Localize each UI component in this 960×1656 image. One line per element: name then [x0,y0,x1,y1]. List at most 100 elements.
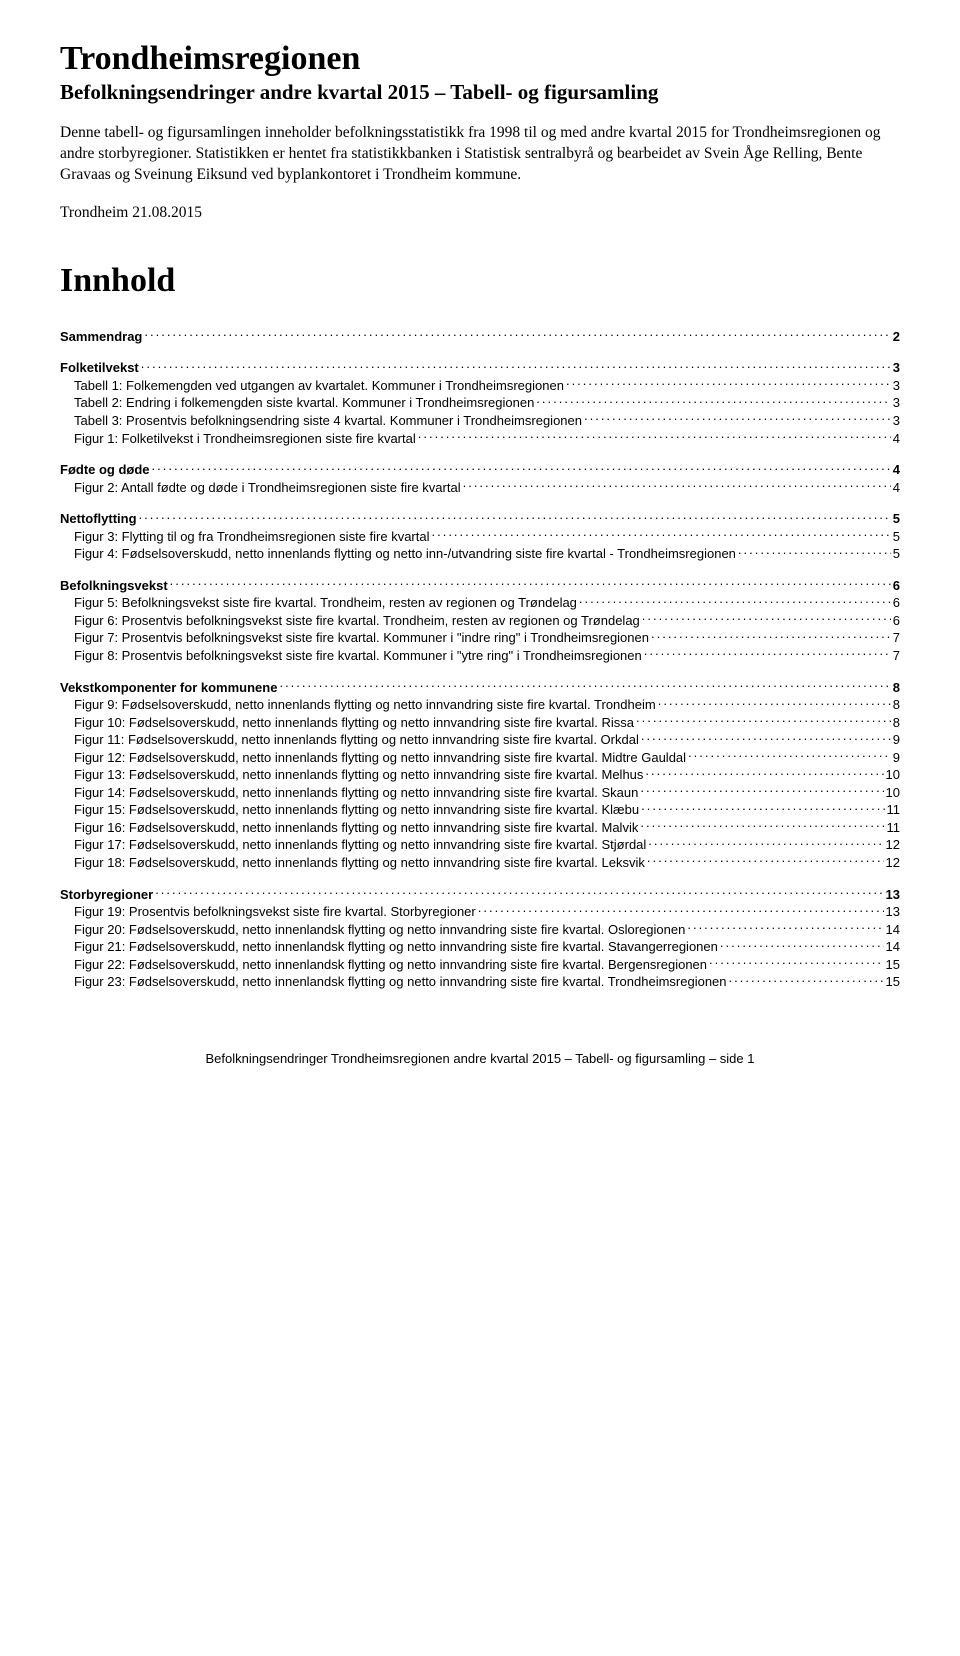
toc-item-page: 4 [893,479,900,497]
toc-leader-dots [738,545,891,558]
toc-item-label: Figur 10: Fødselsoverskudd, netto innenl… [74,714,634,732]
toc-item-label: Tabell 2: Endring i folkemengden siste k… [74,394,534,412]
toc-heading-page: 5 [893,510,900,528]
toc-leader-dots [640,784,883,797]
toc-heading-page: 6 [893,577,900,595]
toc-item-page: 3 [893,377,900,395]
toc-leader-dots [709,956,884,969]
toc-heading-page: 3 [893,359,900,377]
toc-item-row: Figur 9: Fødselsoverskudd, netto innenla… [60,696,900,714]
toc-item-label: Figur 20: Fødselsoverskudd, netto innenl… [74,921,685,939]
toc-item-row: Figur 8: Prosentvis befolkningsvekst sis… [60,647,900,665]
toc-item-page: 12 [886,836,900,854]
toc-section: Sammendrag 2 [60,328,900,346]
toc-item-label: Tabell 1: Folkemengden ved utgangen av k… [74,377,564,395]
toc-leader-dots [648,836,883,849]
toc-item-row: Figur 12: Fødselsoverskudd, netto innenl… [60,749,900,767]
toc-item-row: Tabell 2: Endring i folkemengden siste k… [60,394,900,412]
toc-item-label: Figur 22: Fødselsoverskudd, netto innenl… [74,956,707,974]
toc-item-row: Figur 6: Prosentvis befolkningsvekst sis… [60,612,900,630]
toc-item-page: 12 [886,854,900,872]
toc-item-label: Figur 13: Fødselsoverskudd, netto innenl… [74,766,643,784]
toc-leader-dots [647,854,884,867]
toc-item-page: 6 [893,594,900,612]
toc-item-page: 8 [893,696,900,714]
toc-item-label: Figur 23: Fødselsoverskudd, netto innenl… [74,973,727,991]
toc-leader-dots [640,819,884,832]
toc-item-row: Figur 13: Fødselsoverskudd, netto innenl… [60,766,900,784]
toc-item-label: Figur 16: Fødselsoverskudd, netto innenl… [74,819,638,837]
toc-item-row: Figur 15: Fødselsoverskudd, netto innenl… [60,801,900,819]
toc-item-label: Figur 5: Befolkningsvekst siste fire kva… [74,594,577,612]
toc-item-row: Figur 14: Fødselsoverskudd, netto innenl… [60,784,900,802]
toc-item-row: Figur 4: Fødselsoverskudd, netto innenla… [60,545,900,563]
toc-heading-label: Storbyregioner [60,886,153,904]
toc-item-page: 8 [893,714,900,732]
toc-item-label: Figur 1: Folketilvekst i Trondheimsregio… [74,430,416,448]
toc-leader-dots [658,696,891,709]
toc-leader-dots [729,973,884,986]
toc-leader-dots [566,377,891,390]
toc-item-row: Figur 19: Prosentvis befolkningsvekst si… [60,903,900,921]
toc-section: Vekstkomponenter for kommunene 8Figur 9:… [60,679,900,872]
dateline: Trondheim 21.08.2015 [60,204,900,222]
toc-section: Storbyregioner 13Figur 19: Prosentvis be… [60,886,900,991]
toc-heading-page: 2 [893,328,900,346]
toc-item-row: Figur 23: Fødselsoverskudd, netto innenl… [60,973,900,991]
toc-item-label: Figur 21: Fødselsoverskudd, netto innenl… [74,938,718,956]
toc-heading-label: Vekstkomponenter for kommunene [60,679,277,697]
toc-item-label: Figur 4: Fødselsoverskudd, netto innenla… [74,545,736,563]
toc-leader-dots [279,679,890,692]
toc-item-page: 7 [893,629,900,647]
toc-item-row: Tabell 1: Folkemengden ved utgangen av k… [60,377,900,395]
page-subtitle: Befolkningsendringer andre kvartal 2015 … [60,80,900,105]
toc-leader-dots [641,731,891,744]
toc-leader-dots [644,647,891,660]
toc-item-label: Figur 7: Prosentvis befolkningsvekst sis… [74,629,649,647]
toc-item-page: 11 [887,819,901,837]
toc-item-row: Figur 22: Fødselsoverskudd, netto innenl… [60,956,900,974]
toc-item-label: Tabell 3: Prosentvis befolkningsendring … [74,412,582,430]
toc-item-page: 15 [886,973,900,991]
toc-heading-label: Folketilvekst [60,359,139,377]
toc-item-row: Figur 5: Befolkningsvekst siste fire kva… [60,594,900,612]
toc-item-page: 4 [893,430,900,448]
toc-leader-dots [651,629,891,642]
toc-leader-dots [139,510,891,523]
toc-leader-dots [642,612,891,625]
toc-item-page: 5 [893,545,900,563]
toc-heading-row: Folketilvekst 3 [60,359,900,377]
toc-leader-dots [641,801,884,814]
toc-heading-page: 4 [893,461,900,479]
toc-item-page: 10 [886,766,900,784]
toc-item-page: 15 [886,956,900,974]
toc-header: Innhold [60,262,900,300]
toc-leader-dots [478,903,884,916]
toc-item-label: Figur 18: Fødselsoverskudd, netto innenl… [74,854,645,872]
toc-leader-dots [688,749,891,762]
toc-leader-dots [536,394,890,407]
toc-item-page: 9 [893,749,900,767]
toc-item-page: 7 [893,647,900,665]
toc-heading-row: Vekstkomponenter for kommunene 8 [60,679,900,697]
toc-item-row: Figur 21: Fødselsoverskudd, netto innenl… [60,938,900,956]
table-of-contents: Sammendrag 2Folketilvekst 3Tabell 1: Fol… [60,328,900,991]
toc-heading-label: Befolkningsvekst [60,577,168,595]
toc-item-label: Figur 14: Fødselsoverskudd, netto innenl… [74,784,638,802]
toc-leader-dots [152,461,891,474]
toc-item-row: Figur 1: Folketilvekst i Trondheimsregio… [60,430,900,448]
toc-section: Befolkningsvekst 6Figur 5: Befolkningsve… [60,577,900,665]
toc-item-row: Figur 3: Flytting til og fra Trondheimsr… [60,528,900,546]
toc-heading-row: Befolkningsvekst 6 [60,577,900,595]
page-title: Trondheimsregionen [60,40,900,78]
toc-leader-dots [155,886,883,899]
page-footer: Befolkningsendringer Trondheimsregionen … [60,1051,900,1066]
toc-section: Fødte og døde 4Figur 2: Antall fødte og … [60,461,900,496]
toc-heading-label: Nettoflytting [60,510,137,528]
toc-item-page: 3 [893,394,900,412]
toc-leader-dots [170,577,891,590]
toc-item-label: Figur 8: Prosentvis befolkningsvekst sis… [74,647,642,665]
toc-item-row: Figur 17: Fødselsoverskudd, netto innenl… [60,836,900,854]
toc-heading-row: Nettoflytting 5 [60,510,900,528]
toc-leader-dots [720,938,884,951]
